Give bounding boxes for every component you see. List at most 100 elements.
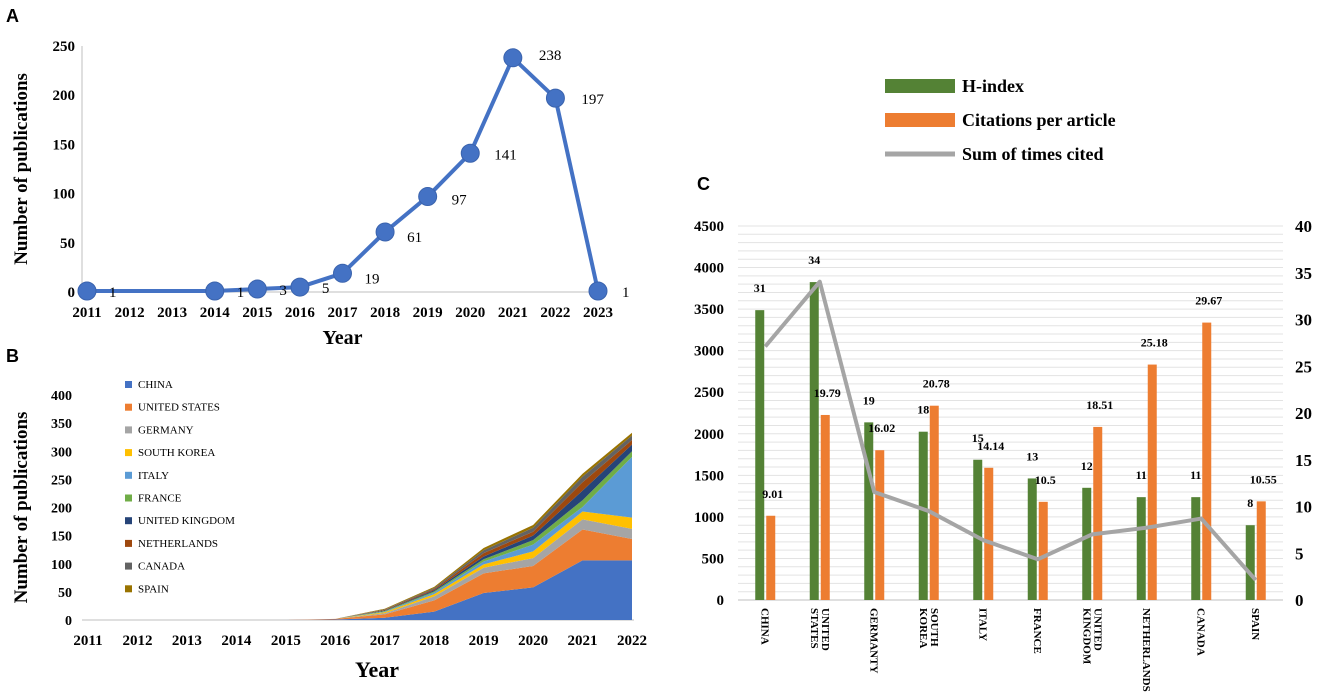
y-left-tick-label: 500 [702, 551, 725, 567]
legend-label: SPAIN [138, 583, 169, 595]
legend-label: UNITED STATES [138, 402, 220, 414]
x-tick-label: 2018 [419, 633, 449, 649]
bar-citations-3 [929, 405, 939, 600]
legend-label: CANADA [138, 561, 185, 573]
bar-h-index-5 [1027, 478, 1037, 600]
y-right-tick-label: 35 [1295, 264, 1312, 283]
legend-swatch-italy [125, 471, 132, 479]
h-index-label-2: 19 [863, 393, 875, 407]
bar-h-index-8 [1191, 497, 1201, 600]
y-tick-label: 300 [51, 445, 72, 460]
x-tick-label: 2017 [328, 305, 359, 321]
data-point-2016 [290, 277, 310, 297]
x-tick-label: 2018 [370, 305, 400, 321]
y-right-tick-label: 0 [1295, 591, 1304, 610]
y-left-tick-label: 3500 [694, 302, 724, 318]
y-right-tick-label: 40 [1295, 217, 1312, 236]
legend-swatch-south-korea [125, 449, 132, 457]
data-point-2020 [460, 143, 480, 163]
legend-label: CHINA [138, 379, 173, 391]
citations-label-6: 18.51 [1086, 398, 1113, 412]
legend-label: FRANCE [138, 493, 182, 505]
data-label-2016: 5 [322, 281, 330, 297]
data-label-2018: 61 [407, 230, 422, 246]
data-point-2017 [333, 263, 352, 283]
data-point-2019 [418, 187, 438, 207]
data-label-2023: 1 [622, 285, 630, 301]
area-china [88, 560, 632, 620]
data-label-2020: 141 [494, 147, 517, 163]
y-right-tick-label: 10 [1295, 498, 1312, 517]
data-point-2021 [503, 48, 523, 68]
x-tick-label: 2011 [72, 305, 101, 321]
x-tick-label: 2011 [73, 633, 102, 649]
data-label-2011: 1 [109, 285, 117, 301]
bar-citations-1 [820, 414, 830, 600]
legend-label: ITALY [138, 470, 169, 482]
y-tick-label: 200 [51, 502, 72, 517]
legend-swatch-netherlands [125, 539, 132, 547]
h-index-label-7: 11 [1136, 468, 1147, 482]
x-tick-label: 2015 [242, 305, 272, 321]
category-label-2: GERMANTY [867, 608, 879, 673]
panel-b-label: B [6, 346, 19, 366]
bar-citations-5 [1038, 501, 1048, 600]
x-tick-label: 2015 [271, 633, 301, 649]
y-right-tick-label: 15 [1295, 451, 1312, 470]
category-label-6: UNITEDKINGDOM [1080, 608, 1103, 665]
chart-a: 0 50 100 150 200 250 2011 2012 2013 2014 2015 2016 2… [11, 39, 630, 349]
bar-h-index-6 [1082, 487, 1092, 600]
y-axis-title: Number of publications [11, 73, 32, 265]
category-label-part: SOUTH [928, 608, 940, 647]
x-tick-label: 2023 [583, 305, 613, 321]
x-tick-label: 2016 [285, 305, 316, 321]
y-left-tick-label: 1500 [694, 468, 724, 484]
x-tick-label: 2022 [617, 633, 647, 649]
y-left-tick-label: 2500 [694, 385, 724, 401]
y-tick-label: 150 [51, 530, 72, 545]
x-tick-label: 2014 [221, 633, 252, 649]
data-point-2023 [588, 281, 608, 301]
data-label-2015: 3 [279, 283, 287, 299]
y-tick-label: 150 [53, 137, 76, 153]
citations-label-9: 10.55 [1250, 472, 1277, 486]
legend-swatch-united-kingdom [125, 517, 132, 525]
x-tick-label: 2019 [413, 305, 443, 321]
data-label-2022: 197 [581, 92, 604, 108]
panel-a-label: A [6, 6, 19, 26]
y-left-tick-label: 2000 [694, 427, 724, 443]
y-left-tick-label: 4000 [694, 261, 724, 277]
bar-h-index-1 [809, 282, 819, 600]
bar-h-index-3 [918, 431, 928, 600]
x-tick-label: 2021 [568, 633, 598, 649]
bar-citations-7 [1147, 364, 1157, 600]
y-right-tick-label: 30 [1295, 311, 1312, 330]
x-tick-label: 2020 [518, 633, 548, 649]
citations-label-1: 19.79 [814, 386, 841, 400]
bar-h-index-2 [864, 422, 874, 600]
y-right-tick-label: 5 [1295, 544, 1304, 563]
h-index-label-1: 34 [808, 253, 820, 267]
h-index-label-0: 31 [754, 281, 766, 295]
bar-citations-6 [1093, 426, 1103, 600]
citations-label-2: 16.02 [868, 421, 895, 435]
data-label-2014: 1 [237, 285, 245, 301]
h-index-label-8: 11 [1190, 468, 1201, 482]
data-point-2018 [375, 222, 395, 242]
y-tick-label: 50 [60, 236, 75, 252]
y-tick-label: 250 [53, 39, 76, 55]
category-label-part: UNITED [819, 608, 831, 651]
data-point-2022 [545, 88, 565, 108]
data-label-2017: 19 [365, 271, 380, 287]
bar-citations-4 [984, 467, 994, 600]
area-germany [88, 519, 632, 620]
data-point-2015 [247, 279, 267, 299]
h-index-label-3: 18 [917, 403, 929, 417]
citations-label-7: 25.18 [1141, 336, 1168, 350]
x-tick-label: 2022 [540, 305, 570, 321]
category-label-part: UNITED [1091, 608, 1103, 651]
h-index-label-9: 8 [1247, 496, 1253, 510]
sum-times-cited-line [763, 279, 1258, 582]
legend-swatch-france [125, 494, 132, 502]
bar-citations-0 [766, 515, 776, 600]
